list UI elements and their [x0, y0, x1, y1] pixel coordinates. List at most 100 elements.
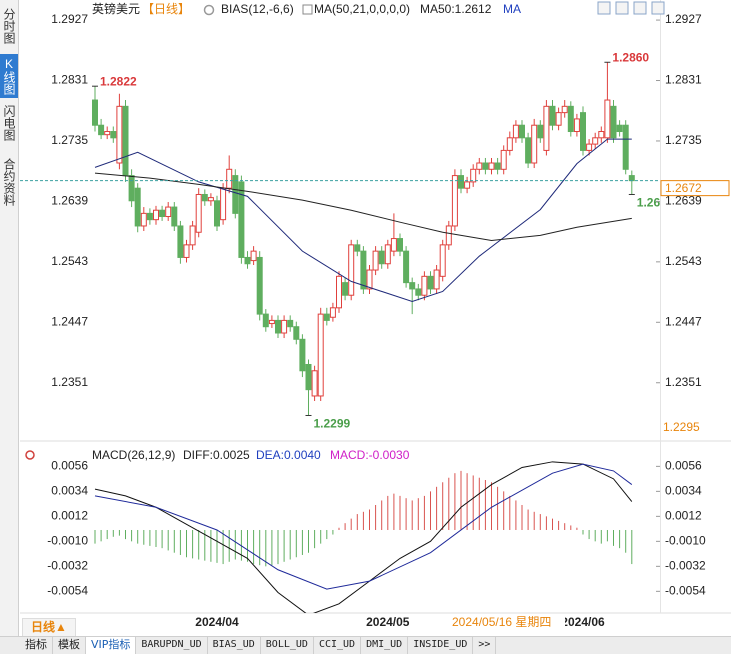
sidebar-tab[interactable]: 合约资料: [2, 158, 16, 206]
indicator-icon[interactable]: [302, 4, 313, 15]
y-tick-label: -0.0032: [665, 559, 706, 573]
candle-body: [183, 244, 190, 258]
candle-body: [427, 275, 434, 290]
candle-body: [500, 149, 507, 170]
candle-body: [476, 162, 483, 170]
candle-body: [445, 225, 452, 246]
annotation-label: 1.2299: [314, 417, 351, 431]
candle-body: [256, 256, 263, 315]
candle-body: [433, 269, 440, 290]
sidebar-tab[interactable]: K线图: [0, 54, 18, 98]
indicator-title: MACD(26,12,9): [92, 448, 175, 462]
candle-body: [220, 187, 227, 221]
indicator-icon[interactable]: [25, 450, 35, 460]
y-tick-label: 1.2927: [665, 12, 702, 26]
indicator-tabs: 指标 模板 VIP指标 BARUPDN_UD BIAS_UD BOLL_UD C…: [0, 636, 731, 654]
y-tick-label: 1.2735: [51, 133, 88, 147]
y-tick-label: 1.2447: [51, 314, 88, 328]
candle-body: [232, 175, 239, 214]
candle-body: [299, 338, 306, 372]
candle-body: [226, 168, 233, 189]
last-price-box: [660, 180, 730, 197]
x-tick-label: 2024/05: [366, 615, 410, 629]
toolbar-icon[interactable]: [633, 1, 647, 15]
y-tick-label: -0.0010: [47, 534, 88, 548]
candle-body: [482, 162, 489, 170]
line-series: [94, 172, 632, 241]
candle-body: [342, 282, 349, 296]
annotation-label: 1.2822: [100, 74, 137, 88]
period-tab[interactable]: 日线▲: [22, 618, 76, 637]
candle-body: [439, 244, 446, 277]
settings-icon[interactable]: [203, 4, 215, 16]
x-tick-label: 2024/06: [561, 615, 605, 629]
candle-body: [506, 137, 513, 151]
candle-body: [580, 112, 586, 151]
candle-body: [244, 256, 251, 265]
last-price-label: 1.2672: [665, 181, 702, 195]
candle-body: [104, 131, 111, 136]
y-tick-label: 1.2543: [51, 254, 88, 268]
legend-label: MA: [503, 2, 521, 16]
candle-body: [268, 319, 275, 325]
candle-body: [610, 105, 617, 139]
y-tick-label: 1.2447: [665, 314, 702, 328]
candle-body: [397, 238, 403, 252]
bottom-tab[interactable]: BOLL_UD: [261, 637, 314, 654]
chart-title: 英镑美元: [92, 1, 140, 16]
candle-body: [415, 288, 422, 296]
y-tick-label: 1.2735: [665, 133, 702, 147]
bottom-tab[interactable]: VIP指标: [86, 637, 137, 654]
y-tick-label: -0.0032: [47, 559, 88, 573]
candle-body: [128, 175, 135, 202]
candle-body: [134, 187, 141, 227]
y-tick-label: 1.2831: [51, 73, 88, 87]
y-tick-label: 1.2831: [665, 73, 702, 87]
candle-body: [287, 319, 294, 328]
candle-body: [348, 244, 355, 296]
toolbar-icon[interactable]: [651, 1, 665, 15]
plot-area: 1.2822 1.2860 1.2299 1.2650: [92, 50, 660, 431]
candle-body: [451, 175, 458, 227]
candle-body: [598, 131, 605, 139]
candle-body: [201, 193, 208, 202]
candle-body: [214, 200, 220, 227]
sidebar-tab[interactable]: 分时图: [2, 8, 16, 44]
bottom-tab[interactable]: >>: [473, 637, 497, 654]
candle-body: [153, 209, 159, 221]
candle-body: [177, 225, 184, 258]
candle-body: [586, 143, 593, 151]
candle-body: [604, 99, 611, 139]
bottom-tab[interactable]: 模板: [53, 637, 86, 654]
candle-body: [171, 206, 178, 227]
y-tick-label: 0.0034: [51, 484, 88, 498]
candle-body: [195, 193, 202, 233]
toolbar-icon[interactable]: [597, 1, 611, 15]
candle-body: [561, 105, 568, 114]
bottom-tab[interactable]: INSIDE_UD: [408, 637, 474, 654]
candle-body: [92, 99, 98, 126]
candle-body: [281, 319, 288, 334]
y-tick-label: -0.0054: [665, 584, 706, 598]
candle-body: [372, 250, 379, 271]
y-tick-label: 1.2351: [665, 375, 702, 389]
candle-body: [140, 212, 147, 227]
sidebar-tab[interactable]: 闪电图: [2, 105, 16, 141]
tab-spacer: [0, 637, 20, 654]
sidebar: 分时图 K线图 闪电图 合约资料: [0, 0, 19, 636]
candle-body: [494, 162, 501, 170]
candle-body: [537, 124, 544, 139]
bottom-tab[interactable]: CCI_UD: [314, 637, 362, 654]
bottom-tab[interactable]: BIAS_UD: [208, 637, 261, 654]
candle-body: [549, 105, 556, 126]
bottom-tab[interactable]: DMI_UD: [361, 637, 409, 654]
indicator-label: MA(50,21,0,0,0,0): [314, 2, 410, 16]
candle-body: [360, 250, 367, 290]
y-tick-label: 0.0012: [665, 509, 702, 523]
bottom-tab[interactable]: 指标: [20, 637, 53, 654]
bottom-tab[interactable]: BARUPDN_UD: [136, 637, 208, 654]
toolbar-icon[interactable]: [615, 1, 629, 15]
candle-body: [366, 269, 373, 290]
cursor-price-label: 1.2295: [663, 420, 700, 434]
